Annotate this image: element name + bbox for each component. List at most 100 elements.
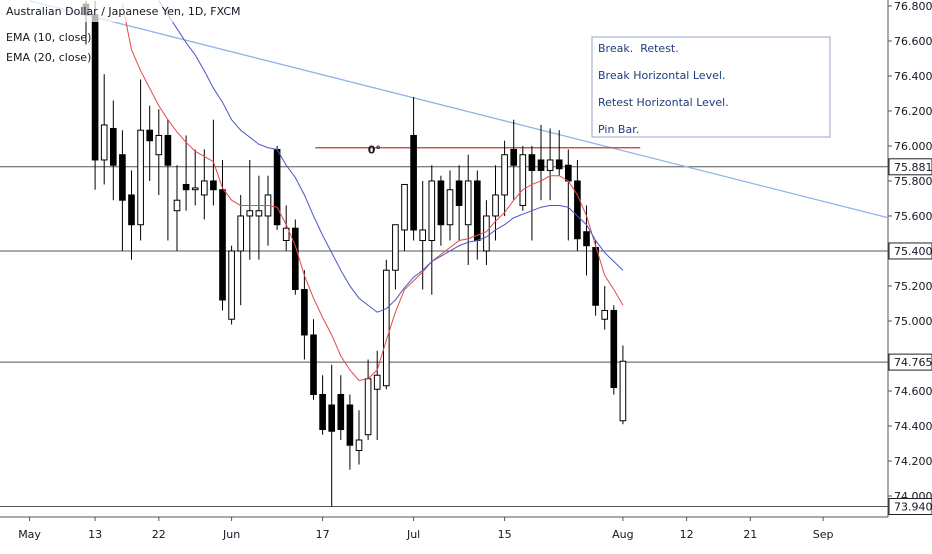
y-tick-label: 76.600 bbox=[894, 35, 932, 48]
candle-body bbox=[574, 180, 581, 240]
candle-body bbox=[146, 129, 154, 142]
candle-body bbox=[564, 164, 572, 182]
candle-body bbox=[164, 134, 172, 166]
candle-body bbox=[619, 360, 627, 422]
note-line: Retest Horizontal Level. bbox=[598, 96, 729, 109]
notes-box: Break. Retest. Break Horizontal Level. Ret… bbox=[591, 36, 831, 138]
candle-body bbox=[291, 227, 299, 290]
candle-body bbox=[228, 250, 235, 320]
candle-body bbox=[155, 134, 163, 156]
x-tick-label: 21 bbox=[743, 528, 757, 541]
candle-body bbox=[601, 309, 609, 320]
x-tick-label: Aug bbox=[612, 528, 633, 541]
legend-entry: EMA (20, close) bbox=[6, 51, 91, 64]
x-tick-label: 22 bbox=[152, 528, 166, 541]
candle-body bbox=[510, 148, 518, 166]
y-tick-label: 74.400 bbox=[894, 420, 932, 433]
y-tick-label: 74.600 bbox=[894, 385, 932, 398]
candle-body bbox=[537, 159, 545, 171]
level-tag bbox=[888, 497, 932, 515]
candle-body bbox=[137, 129, 144, 226]
candle-body bbox=[401, 183, 408, 231]
candle-body bbox=[455, 180, 463, 206]
candle-body bbox=[483, 215, 490, 252]
candle-body bbox=[191, 187, 199, 191]
y-tick-label: 75.600 bbox=[894, 210, 932, 223]
trendline bbox=[29, 0, 889, 219]
notes-border bbox=[591, 36, 831, 138]
note-line: Pin Bar. bbox=[598, 123, 639, 136]
candle-body bbox=[355, 439, 363, 451]
candle-body bbox=[392, 224, 399, 271]
header-bg bbox=[0, 0, 255, 22]
note-line: Break Horizontal Level. bbox=[598, 69, 725, 82]
y-tick-label: 74.200 bbox=[894, 455, 932, 468]
candle-body bbox=[592, 246, 599, 306]
candle-body bbox=[446, 189, 454, 226]
candle-body bbox=[246, 210, 254, 217]
candle-body bbox=[346, 404, 354, 446]
candle-body bbox=[109, 127, 117, 166]
x-tick-label: May bbox=[18, 528, 41, 541]
y-tick-label: 76.200 bbox=[894, 105, 932, 118]
candle-body bbox=[419, 229, 427, 241]
y-tick-label: 76.800 bbox=[894, 0, 932, 13]
x-tick-label: 15 bbox=[498, 528, 512, 541]
candle-body bbox=[610, 309, 618, 388]
candle-body bbox=[410, 134, 417, 231]
ema-line bbox=[158, 0, 624, 313]
candle-body bbox=[282, 227, 290, 241]
level-tag-label: 73.940 bbox=[894, 500, 932, 513]
candle-body bbox=[337, 393, 345, 430]
candle-body bbox=[382, 269, 390, 387]
x-tick-label: 12 bbox=[680, 528, 694, 541]
candle-body bbox=[119, 154, 126, 201]
x-tick-label: Sep bbox=[813, 528, 834, 541]
candle-body bbox=[583, 231, 590, 247]
candle-body bbox=[364, 378, 372, 436]
candle-body bbox=[437, 180, 445, 226]
legend-entry: EMA (10, close) bbox=[6, 31, 91, 44]
y-tick-label: 75.000 bbox=[894, 315, 932, 328]
level-tag-label: 74.765 bbox=[894, 356, 932, 369]
note-line: Break. Retest. bbox=[598, 42, 679, 55]
candle-body bbox=[373, 374, 381, 390]
ema-line bbox=[121, 4, 624, 382]
candle-body bbox=[501, 154, 508, 196]
candle-body bbox=[219, 189, 226, 301]
candle-body bbox=[91, 14, 99, 161]
candle-body bbox=[273, 148, 281, 226]
chart-title: Australian Dollar / Japanese Yen, 1D, FX… bbox=[6, 5, 241, 18]
plot-area: 0° bbox=[0, 0, 889, 507]
candle-body bbox=[428, 180, 436, 241]
candle-body bbox=[210, 180, 217, 191]
candle-body bbox=[519, 154, 527, 206]
x-tick-label: 17 bbox=[316, 528, 330, 541]
y-tick-label: 75.200 bbox=[894, 280, 932, 293]
candle-body bbox=[555, 159, 563, 170]
candle-body bbox=[173, 199, 181, 212]
y-tick-label: 76.400 bbox=[894, 70, 932, 83]
candle-body bbox=[328, 404, 336, 432]
candle-body bbox=[237, 215, 245, 252]
candle-body bbox=[492, 194, 499, 217]
level-tag bbox=[888, 242, 932, 260]
candle-body bbox=[182, 183, 190, 191]
x-tick-label: Jul bbox=[406, 528, 420, 541]
level-tag-label: 75.881 bbox=[894, 161, 932, 174]
candle-body bbox=[301, 288, 308, 336]
candle-body bbox=[128, 194, 135, 226]
x-tick-label: 13 bbox=[88, 528, 102, 541]
candle-body bbox=[528, 154, 536, 171]
ray-label: 0° bbox=[368, 144, 381, 157]
level-tag bbox=[888, 353, 932, 371]
candle-body bbox=[473, 180, 481, 241]
candle-body bbox=[546, 159, 554, 171]
candle-body bbox=[310, 334, 317, 395]
overlay: 76.800 76.600 76.400 76.200 76.000 75.800 75.6… bbox=[0, 0, 932, 541]
level-tag bbox=[888, 158, 932, 176]
candle-body bbox=[200, 180, 208, 196]
candle-body bbox=[464, 180, 472, 226]
x-tick-label: Jun bbox=[222, 528, 240, 541]
